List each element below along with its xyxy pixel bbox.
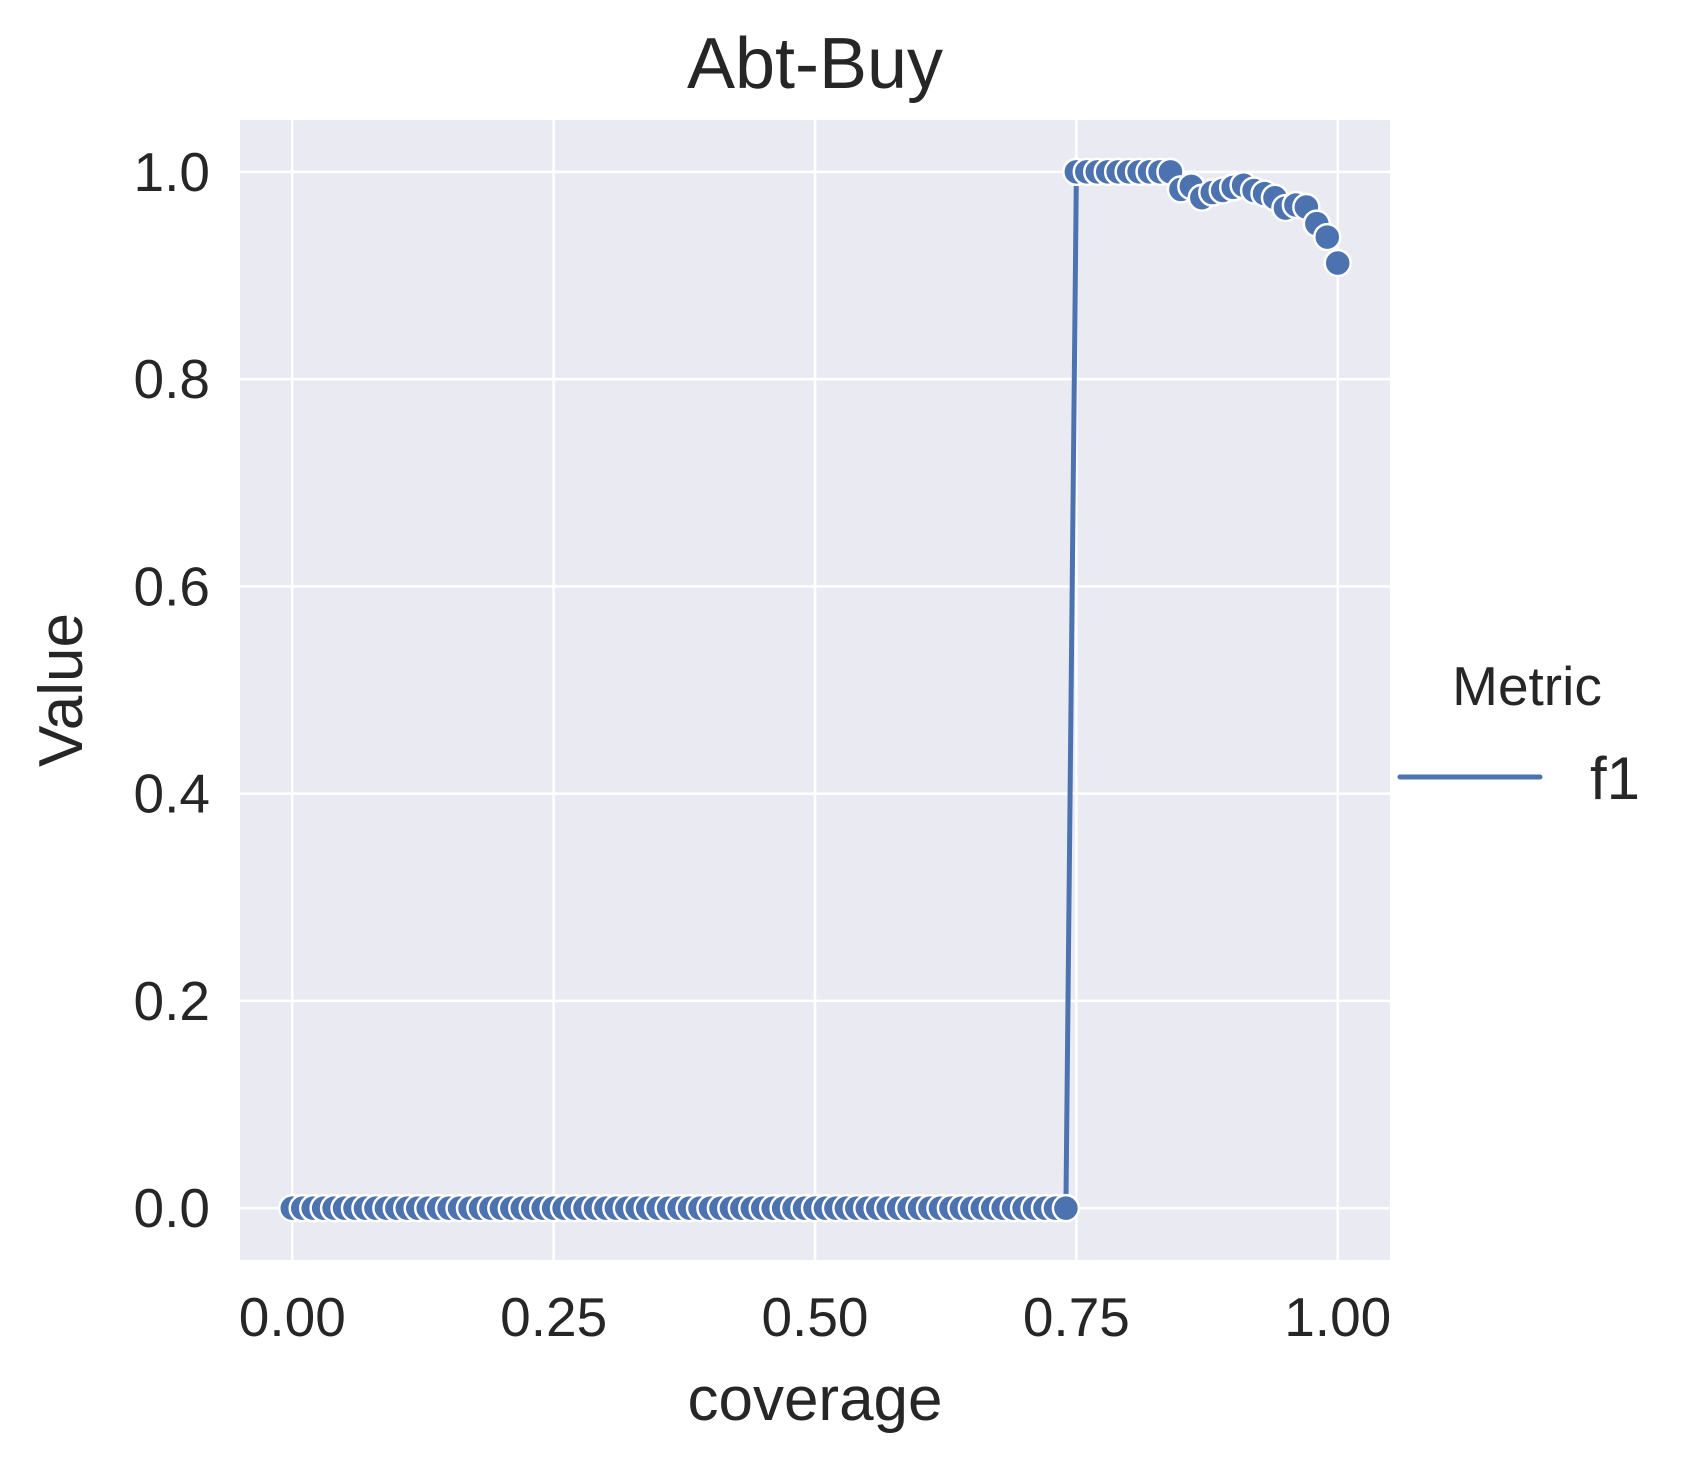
- data-point: [1313, 222, 1342, 252]
- gridlines: [240, 120, 1390, 1260]
- legend: Metric f1: [1397, 655, 1640, 812]
- y-axis-label: Value: [27, 613, 96, 767]
- x-tick-label: 0.25: [500, 1286, 607, 1348]
- chart-title: Abt-Buy: [687, 24, 943, 104]
- x-tick-label: 0.00: [239, 1286, 346, 1348]
- y-tick-label: 0.8: [134, 348, 210, 410]
- y-tick-label: 0.0: [134, 1177, 210, 1239]
- y-tick-label: 0.4: [134, 763, 210, 825]
- x-tick-label: 0.50: [761, 1286, 868, 1348]
- x-tick-labels: 0.00 0.25 0.50 0.75 1.00: [239, 1286, 1392, 1348]
- y-tick-label: 1.0: [134, 141, 210, 203]
- x-axis-label: coverage: [687, 1365, 942, 1434]
- legend-title: Metric: [1452, 655, 1602, 717]
- x-tick-label: 1.00: [1284, 1286, 1391, 1348]
- y-tick-label: 0.6: [134, 555, 210, 617]
- data-point: [1323, 248, 1352, 278]
- legend-label-f1: f1: [1590, 745, 1640, 812]
- x-tick-label: 0.75: [1023, 1286, 1130, 1348]
- y-tick-label: 0.2: [134, 970, 210, 1032]
- series-layer: [278, 157, 1352, 1223]
- data-point: [1051, 1193, 1081, 1223]
- y-tick-labels: 0.0 0.2 0.4 0.6 0.8 1.0: [134, 141, 210, 1239]
